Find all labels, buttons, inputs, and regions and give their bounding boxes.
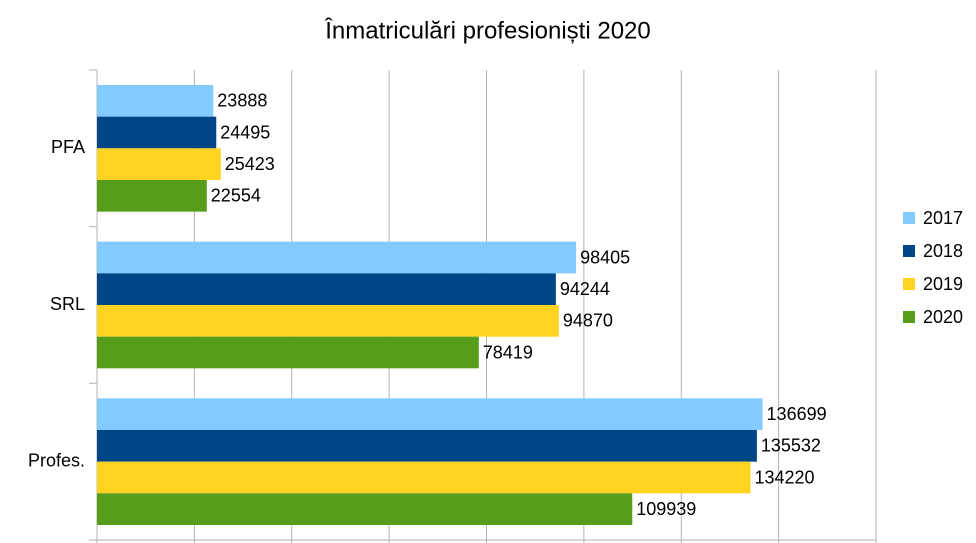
data-label: 135532 [761, 436, 821, 456]
y-tick-label: Profes. [28, 450, 85, 470]
bar [97, 430, 757, 462]
bar [97, 148, 221, 180]
legend-swatch [903, 245, 915, 257]
data-label: 136699 [767, 404, 827, 424]
bar [97, 398, 763, 430]
data-label: 23888 [217, 91, 267, 111]
data-label: 134220 [754, 467, 814, 487]
legend-swatch [903, 278, 915, 290]
data-label: 94870 [563, 311, 613, 331]
y-tick-label: PFA [51, 137, 85, 157]
legend-swatch [903, 311, 915, 323]
legend-label: 2020 [923, 307, 963, 327]
legend-label: 2018 [923, 241, 963, 261]
data-label: 109939 [636, 499, 696, 519]
bar [97, 273, 556, 305]
data-label: 25423 [225, 154, 275, 174]
legend-label: 2017 [923, 208, 963, 228]
data-label: 24495 [220, 122, 270, 142]
bar [97, 336, 479, 369]
bar [97, 241, 577, 274]
data-label: 98405 [580, 247, 630, 267]
bar [97, 461, 751, 494]
data-label: 78419 [483, 342, 533, 362]
bar [97, 180, 207, 212]
legend-swatch [903, 212, 915, 224]
bar [97, 305, 559, 337]
bar [97, 493, 633, 525]
bar [97, 116, 217, 149]
data-label: 94244 [560, 279, 610, 299]
legend-label: 2019 [923, 274, 963, 294]
y-tick-label: SRL [50, 294, 85, 314]
data-label: 22554 [211, 186, 261, 206]
chart-title: Înmatriculări profesioniști 2020 [324, 17, 651, 44]
bar [97, 85, 214, 117]
